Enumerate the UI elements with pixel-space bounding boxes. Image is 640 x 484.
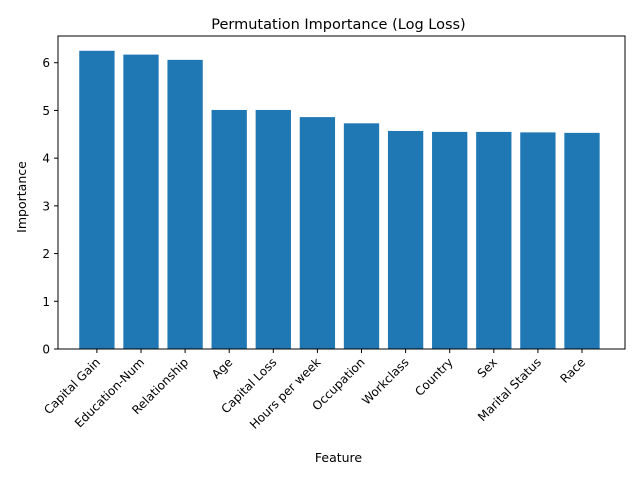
x-axis-label: Feature — [315, 450, 363, 465]
y-tick-label: 6 — [42, 56, 50, 70]
bar — [520, 132, 556, 349]
y-tick-label: 2 — [42, 247, 50, 261]
bar — [79, 50, 115, 349]
bar — [564, 132, 600, 349]
y-tick-label: 5 — [42, 104, 50, 118]
bar — [432, 131, 468, 349]
y-tick-label: 4 — [42, 152, 50, 166]
bar — [476, 131, 512, 349]
bar — [299, 117, 336, 349]
bar — [387, 130, 424, 349]
chart-title: Permutation Importance (Log Loss) — [211, 17, 465, 33]
bars-group — [79, 50, 600, 350]
bar — [123, 54, 159, 350]
axes-frame — [57, 35, 626, 350]
y-tick-label: 0 — [42, 343, 50, 357]
y-tick-label: 3 — [42, 199, 50, 213]
bar — [343, 123, 380, 349]
bar — [255, 109, 291, 350]
y-tick-label: 1 — [42, 295, 50, 309]
y-axis: 0 1 2 3 4 5 6 — [42, 56, 58, 357]
bar — [167, 59, 203, 350]
y-axis-label: Importance — [14, 161, 29, 233]
bar — [211, 109, 247, 350]
